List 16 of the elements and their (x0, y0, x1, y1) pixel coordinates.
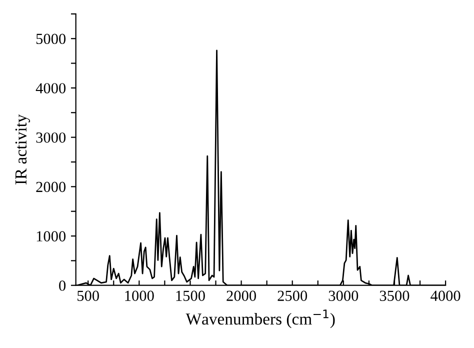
y-axis-title: IR activity (15, 114, 30, 184)
x-tick-label: 2500 (278, 290, 308, 301)
y-tick-label: 4000 (36, 83, 66, 94)
x-tick-label: 4000 (430, 290, 460, 301)
x-tick-label: 3500 (380, 290, 410, 301)
x-tick-label: 1000 (125, 290, 154, 301)
y-tick-label: 0 (59, 280, 66, 291)
x-axis-title: Wavenumbers (cm$^{−1}$) (186, 310, 335, 328)
y-tick-label: 3000 (36, 132, 66, 143)
y-tick-label: 5000 (36, 34, 66, 44)
x-tick-label: 2000 (226, 290, 256, 301)
x-tick-label: 500 (78, 290, 99, 301)
y-tick-label: 2000 (36, 182, 66, 192)
x-tick-label: 3000 (328, 290, 358, 301)
y-tick-label: 1000 (36, 231, 66, 242)
x-tick-label: 1500 (176, 290, 205, 301)
